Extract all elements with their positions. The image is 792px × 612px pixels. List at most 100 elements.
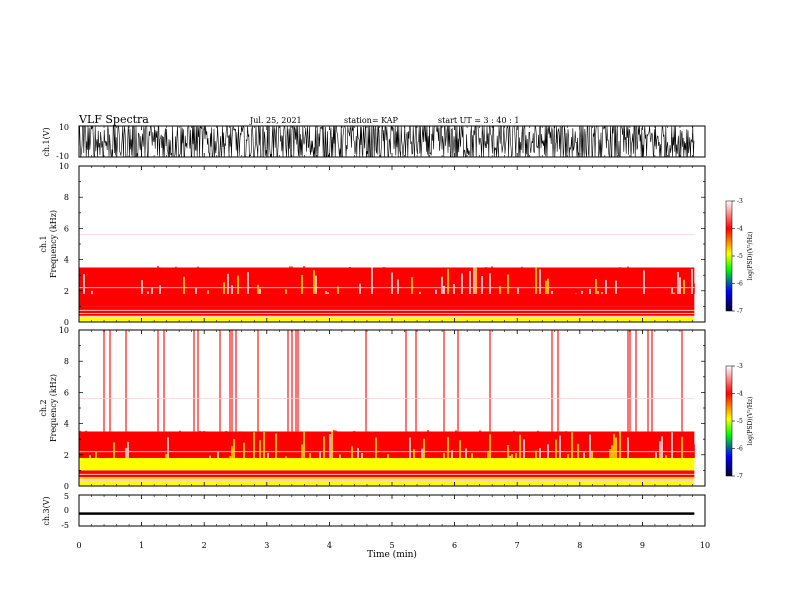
psd-column-mid (369, 452, 371, 458)
psd-column (93, 330, 95, 432)
psd-column-mid (241, 449, 243, 458)
psd-column (83, 330, 85, 432)
psd-column-mid (253, 432, 255, 458)
psd-column-mid (515, 453, 517, 458)
psd-column-mid (303, 431, 305, 458)
psd-column (325, 166, 327, 268)
psd-column (269, 330, 271, 432)
psd-column-mid (533, 439, 535, 458)
x-tick-label: 6 (452, 541, 457, 550)
psd-column (355, 166, 357, 268)
psd-column-mid (541, 268, 543, 294)
psd-column-mid (109, 290, 111, 294)
psd-column (413, 330, 415, 432)
psd-column (399, 330, 401, 432)
y-tick-label: 8 (64, 193, 69, 202)
psd-column-mid (499, 456, 501, 458)
psd-column (127, 330, 129, 432)
psd-column (381, 166, 383, 268)
psd-column (407, 166, 409, 268)
psd-column-mid (331, 430, 333, 458)
psd-column-mid (527, 453, 529, 458)
psd-column (373, 330, 375, 432)
psd-column-mid (217, 282, 219, 294)
psd-column-mid (633, 275, 635, 294)
psd-column (435, 166, 437, 268)
psd-column (267, 330, 269, 432)
psd-column-mid (299, 456, 301, 458)
psd-column (449, 330, 451, 432)
psd-column-mid (517, 432, 519, 458)
psd-column (135, 166, 137, 268)
psd-column-mid (179, 280, 181, 294)
psd-column (307, 330, 309, 432)
psd-column (683, 166, 685, 268)
psd-column (497, 330, 499, 432)
psd-column (575, 330, 577, 432)
psd-column-mid (499, 286, 501, 294)
psd-column (241, 330, 243, 432)
psd-column (405, 166, 407, 268)
psd-column (571, 330, 573, 432)
psd-column (555, 166, 557, 268)
psd-column-mid (159, 285, 161, 294)
psd-column-mid (233, 439, 235, 458)
psd-column-mid (209, 455, 211, 458)
psd-column-mid (591, 450, 593, 458)
psd-column (243, 166, 245, 268)
ch3-ytick-bottom: -5 (61, 521, 69, 530)
ch3-waveform-ticks (78, 495, 706, 526)
psd-column (183, 330, 185, 432)
psd-column (295, 166, 297, 268)
ch2-spectrogram-panel: 0 2 4 6 8 10 ch.2 Frequency (kHz) (39, 326, 706, 491)
psd-column-mid (667, 288, 669, 294)
psd-column-mid (315, 440, 317, 458)
psd-column (559, 166, 561, 268)
psd-column-mid (207, 453, 209, 458)
psd-column-mid (621, 454, 623, 458)
psd-column-mid (303, 266, 305, 294)
psd-column-mid (531, 267, 533, 294)
psd-column (653, 166, 655, 268)
psd-column (375, 330, 377, 432)
psd-column (629, 330, 631, 432)
psd-column (173, 330, 175, 432)
psd-column-mid (387, 273, 389, 294)
psd-column-mid (329, 434, 331, 458)
psd-column (243, 330, 245, 432)
psd-column-mid (645, 448, 647, 458)
psd-column-mid (417, 269, 419, 294)
psd-column (693, 330, 695, 432)
psd-column (665, 166, 667, 268)
psd-column (341, 166, 343, 268)
psd-column-mid (615, 437, 617, 458)
psd-column (531, 166, 533, 268)
psd-column (185, 330, 187, 432)
psd-column (589, 330, 591, 432)
psd-column-mid (223, 282, 225, 294)
psd-column (577, 166, 579, 268)
psd-column (617, 166, 619, 268)
psd-column (397, 330, 399, 432)
psd-column-mid (627, 437, 629, 458)
psd-column-mid (569, 448, 571, 458)
psd-column-mid (659, 293, 661, 294)
psd-column (503, 330, 505, 432)
psd-column-mid (79, 430, 81, 458)
psd-column-mid (399, 451, 401, 458)
psd-column-mid (403, 437, 405, 458)
psd-column (205, 166, 207, 268)
psd-column (141, 166, 143, 268)
psd-column (471, 166, 473, 268)
psd-column-mid (209, 283, 211, 294)
psd-column (519, 166, 521, 268)
psd-column (191, 166, 193, 268)
psd-column-mid (259, 288, 261, 294)
psd-column-mid (419, 291, 421, 294)
psd-column (223, 330, 225, 432)
psd-column (233, 166, 235, 268)
psd-column-mid (231, 285, 233, 294)
psd-column (301, 166, 303, 268)
psd-column-mid (275, 433, 277, 458)
psd-column-mid (289, 266, 291, 294)
